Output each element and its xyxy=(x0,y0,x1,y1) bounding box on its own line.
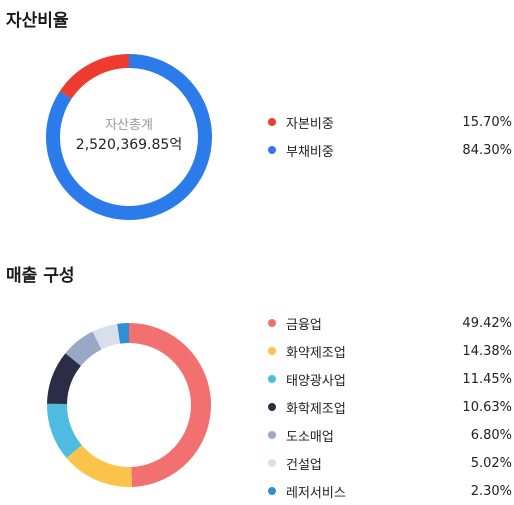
legend-label: 부채비중 xyxy=(286,144,334,160)
donut-slice-1 xyxy=(128,323,211,487)
legend-marker-icon xyxy=(268,118,276,126)
legend-value: 2.30% xyxy=(470,483,512,499)
legend-label: 화약제조업 xyxy=(286,345,346,361)
legend-value: 84.30% xyxy=(462,142,512,158)
legend-marker-icon xyxy=(268,459,276,467)
legend-label: 자본비중 xyxy=(286,116,334,132)
legend-marker-icon xyxy=(268,431,276,439)
legend-marker-icon xyxy=(268,347,276,355)
legend-label: 금융업 xyxy=(286,317,322,333)
asset-legend: 자본비중 15.70% 부채비중 84.30% xyxy=(266,108,512,164)
sales-legend-item[interactable]: 태양광사업 11.45% xyxy=(266,365,512,393)
sales-legend: 금융업 49.42% 화약제조업 14.38% 태양광사업 11.45% 화학제조업 10.6… xyxy=(266,309,512,505)
asset-donut-chart xyxy=(46,54,212,220)
donut-slice-4 xyxy=(47,353,82,405)
legend-marker-icon xyxy=(268,487,276,495)
legend-marker-icon xyxy=(268,403,276,411)
sales-legend-item[interactable]: 레저서비스 2.30% xyxy=(266,477,512,505)
asset-legend-item[interactable]: 부채비중 84.30% xyxy=(266,136,512,164)
donut-slice-7 xyxy=(117,323,130,344)
sales-legend-item[interactable]: 도소매업 6.80% xyxy=(266,421,512,449)
donut-slice-2 xyxy=(66,444,132,487)
donut-slice-2 xyxy=(46,54,212,220)
donut-slice-3 xyxy=(47,403,82,459)
legend-value: 10.63% xyxy=(462,399,512,415)
legend-marker-icon xyxy=(268,375,276,383)
legend-value: 11.45% xyxy=(462,371,512,387)
asset-ratio-title: 자산비율 xyxy=(6,11,69,31)
legend-value: 6.80% xyxy=(470,427,512,443)
total-assets-value: 2,520,369.85억 xyxy=(75,137,183,153)
legend-value: 15.70% xyxy=(462,114,512,130)
sales-composition-title: 매출 구성 xyxy=(6,266,75,286)
sales-legend-item[interactable]: 건설업 5.02% xyxy=(266,449,512,477)
sales-legend-item[interactable]: 금융업 49.42% xyxy=(266,309,512,337)
legend-label: 레저서비스 xyxy=(286,485,346,501)
sales-donut-chart xyxy=(47,323,211,487)
legend-value: 5.02% xyxy=(470,455,512,471)
legend-label: 건설업 xyxy=(286,457,322,473)
legend-value: 14.38% xyxy=(462,343,512,359)
sales-legend-item[interactable]: 화약제조업 14.38% xyxy=(266,337,512,365)
asset-legend-item[interactable]: 자본비중 15.70% xyxy=(266,108,512,136)
donut-slice-5 xyxy=(65,331,102,367)
sales-legend-item[interactable]: 화학제조업 10.63% xyxy=(266,393,512,421)
legend-label: 화학제조업 xyxy=(286,401,346,417)
total-assets-label: 자산총계 xyxy=(105,118,153,133)
legend-label: 도소매업 xyxy=(286,429,334,445)
legend-marker-icon xyxy=(268,319,276,327)
donut-slice-1 xyxy=(59,54,130,100)
legend-label: 태양광사업 xyxy=(286,373,346,389)
legend-value: 49.42% xyxy=(462,315,512,331)
donut-slice-6 xyxy=(92,323,121,350)
legend-marker-icon xyxy=(268,146,276,154)
